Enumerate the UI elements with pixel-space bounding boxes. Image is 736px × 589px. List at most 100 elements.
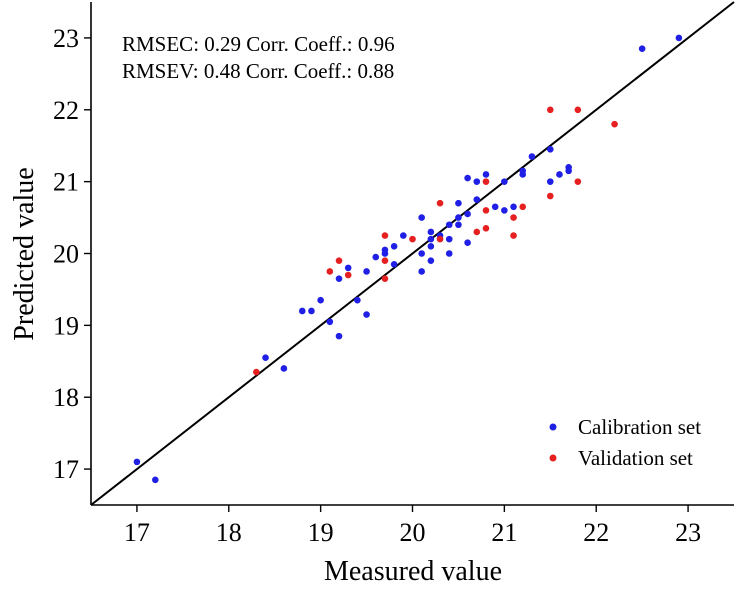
calibration-point <box>418 250 425 257</box>
calibration-point <box>354 296 361 304</box>
rmsec-annotation: RMSEC: 0.29 Corr. Coeff.: 0.96 <box>122 32 395 56</box>
y-tick-label: 22 <box>53 96 79 125</box>
x-tick-label: 23 <box>675 518 701 547</box>
validation-point <box>574 178 582 185</box>
calibration-point <box>152 476 159 484</box>
validation-point <box>344 271 352 279</box>
x-tick-label: 17 <box>124 518 150 547</box>
y-axis-title: Predicted value <box>9 167 40 340</box>
validation-point <box>546 192 554 200</box>
calibration-point <box>298 307 306 315</box>
y-tick-label: 23 <box>53 24 79 53</box>
validation-point <box>482 178 490 185</box>
validation-point <box>546 106 554 114</box>
axes: 17 18 19 20 21 22 23 17 18 19 20 21 22 23 <box>53 2 734 547</box>
calibration-point <box>427 257 435 264</box>
y-tick-label: 18 <box>53 383 79 412</box>
calibration-point <box>556 171 563 178</box>
calibration-point <box>473 196 481 203</box>
calibration-point <box>445 250 453 257</box>
calibration-point <box>427 235 435 243</box>
calibration-point <box>546 178 554 185</box>
calibration-point <box>317 296 324 304</box>
calibration-point <box>418 214 425 221</box>
calibration-point <box>455 199 462 207</box>
calibration-point <box>638 45 646 53</box>
validation-point <box>510 214 517 221</box>
validation-point <box>473 228 481 236</box>
calibration-point <box>473 178 481 185</box>
validation-point <box>253 368 260 376</box>
calibration-point <box>363 311 370 318</box>
y-tick-label: 17 <box>53 455 79 484</box>
calibration-point <box>427 228 435 236</box>
x-tick-label: 20 <box>400 518 426 547</box>
calibration-point <box>675 34 683 42</box>
calibration-point <box>482 171 490 178</box>
calibration-point <box>455 221 462 229</box>
series-validation <box>253 106 618 376</box>
calibration-point <box>344 264 352 272</box>
validation-point <box>381 257 389 264</box>
x-tick-label: 18 <box>216 518 242 547</box>
calibration-point <box>335 332 343 340</box>
identity-line <box>90 1 735 506</box>
calibration-point <box>418 268 425 275</box>
validation-point <box>335 257 343 264</box>
calibration-point <box>528 153 536 160</box>
x-tick-label: 19 <box>308 518 334 547</box>
validation-point <box>611 120 618 128</box>
calibration-point <box>445 221 453 229</box>
calibration-point <box>491 203 499 211</box>
legend: Calibration set Validation set <box>549 415 701 470</box>
data-points <box>133 34 683 484</box>
calibration-point <box>390 260 398 268</box>
calibration-point <box>501 178 508 185</box>
validation-point <box>519 203 527 211</box>
calibration-point <box>546 146 554 153</box>
calibration-point <box>464 210 471 218</box>
y-tick-label: 21 <box>53 168 79 197</box>
calibration-point <box>390 243 398 250</box>
calibration-point <box>510 203 517 211</box>
legend-label-validation: Validation set <box>578 446 693 470</box>
calibration-point <box>455 214 462 221</box>
calibration-point <box>372 253 380 261</box>
legend-label-calibration: Calibration set <box>578 415 701 439</box>
rmsev-annotation: RMSEV: 0.48 Corr. Coeff.: 0.88 <box>122 59 394 83</box>
calibration-point <box>308 307 315 315</box>
calibration-point <box>280 365 288 372</box>
legend-marker-validation <box>549 454 557 462</box>
calibration-point <box>519 167 527 175</box>
calibration-point <box>133 458 141 466</box>
validation-point <box>326 268 334 275</box>
calibration-point <box>335 275 343 282</box>
identity-line-group <box>90 1 735 506</box>
validation-point <box>482 207 490 214</box>
validation-point <box>409 235 416 243</box>
series-calibration <box>133 34 683 484</box>
legend-marker-calibration <box>549 423 557 431</box>
y-tick-label: 19 <box>53 311 79 340</box>
validation-point <box>510 232 517 239</box>
calibration-point <box>565 167 572 175</box>
validation-point <box>381 232 389 239</box>
x-axis-title: Measured value <box>324 556 502 587</box>
x-tick-label: 21 <box>491 518 517 547</box>
y-tick-label: 20 <box>53 240 79 269</box>
calibration-point <box>400 232 407 239</box>
calibration-point <box>363 268 370 275</box>
validation-point <box>436 199 444 207</box>
validation-point <box>436 235 444 243</box>
calibration-point <box>262 354 269 361</box>
calibration-point <box>464 174 471 182</box>
calibration-point <box>445 235 453 243</box>
calibration-point <box>464 239 471 247</box>
x-tick-label: 22 <box>583 518 609 547</box>
calibration-point <box>326 318 334 326</box>
validation-point <box>482 225 490 232</box>
validation-point <box>574 106 582 114</box>
validation-point <box>381 275 389 282</box>
